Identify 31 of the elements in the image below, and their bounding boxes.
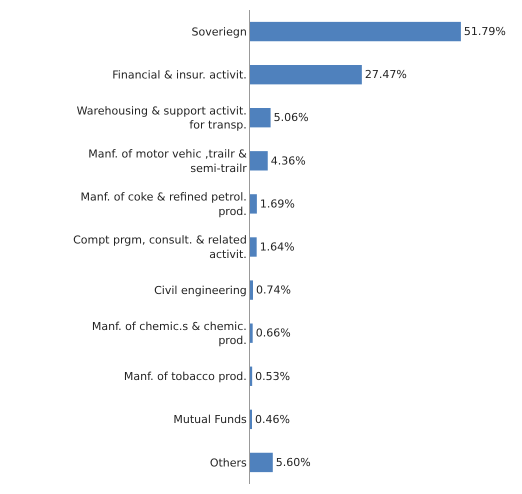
bar [250, 452, 273, 472]
data-label: 0.46% [255, 412, 290, 426]
bar [250, 194, 257, 214]
bar [250, 323, 253, 343]
data-label: 0.66% [256, 326, 291, 340]
y-tick-label: Manf. of chemic.s & chemic. prod. [92, 320, 247, 348]
bar [250, 64, 362, 84]
bar [250, 280, 254, 300]
y-tick-label: Manf. of motor vehic ,trailr & semi-trailr [88, 148, 248, 175]
data-label: 5.60% [276, 456, 311, 469]
bar [250, 237, 257, 257]
y-tick-label: Manf. of coke & refined petrol. prod. [80, 190, 247, 218]
y-tick-label: Financial & insur. activit. [112, 68, 247, 82]
y-tick-label: Compt prgm, consult. & related activit. [73, 234, 247, 261]
y-tick-label: Soveriegn [192, 25, 247, 38]
data-label: 0.53% [255, 370, 290, 383]
y-tick-label: Manf. of tobacco prod. [124, 370, 247, 384]
bar [250, 151, 268, 171]
bar [250, 108, 271, 128]
y-tick-label: Civil engineering [154, 284, 247, 297]
y-tick-label: Mutual Funds [173, 413, 248, 426]
data-label: 0.74% [256, 284, 291, 297]
data-label: 1.64% [260, 240, 295, 254]
y-tick-label: Warehousing & support activit. for transp. [76, 104, 247, 132]
bar [250, 22, 461, 42]
y-tick-label: Others [210, 456, 248, 470]
data-label: 51.79% [464, 25, 506, 38]
data-label: 5.06% [274, 111, 309, 124]
data-label: 27.47% [364, 68, 407, 82]
data-label: 1.69% [260, 197, 295, 210]
data-label: 4.36% [270, 154, 306, 168]
